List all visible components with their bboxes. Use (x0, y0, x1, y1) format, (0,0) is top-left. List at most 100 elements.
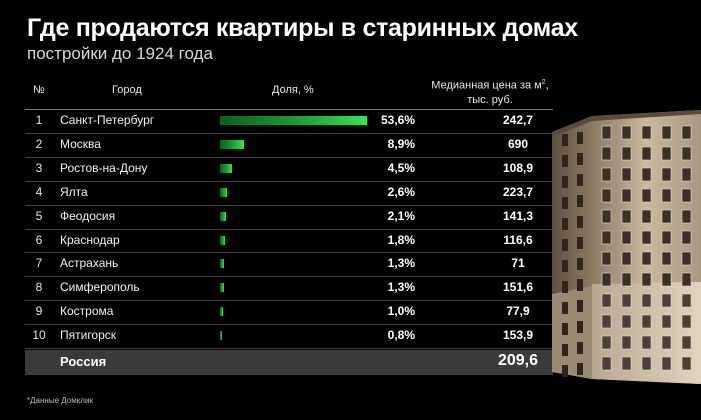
building-window (601, 167, 612, 182)
building-window (681, 314, 692, 329)
building-window (621, 209, 632, 224)
building-window (661, 188, 672, 203)
building-window (661, 314, 672, 329)
row-number: 8 (35, 280, 43, 295)
building-window (641, 230, 652, 245)
building-window (641, 188, 652, 203)
building-window (681, 146, 692, 161)
building-window (661, 251, 672, 266)
building-window (577, 363, 583, 375)
share-bar (220, 187, 228, 197)
row-number: 1 (35, 113, 43, 127)
row-share: 1,3% (387, 280, 415, 295)
building-window (601, 251, 612, 266)
row-price: 242,7 (502, 113, 534, 127)
row-city: Симферополь (60, 280, 140, 295)
building-window (681, 251, 692, 266)
row-divider (25, 276, 553, 278)
building-window (681, 209, 692, 224)
building-window (641, 272, 652, 287)
row-city: Ростов-на-Дону (60, 160, 148, 175)
building-window (562, 344, 568, 356)
row-price: 223,7 (502, 184, 534, 199)
building-window (661, 146, 672, 161)
table-row: 6 Краснодар 1,8% 116,6 (25, 229, 553, 252)
building-window (601, 125, 612, 140)
row-price: 77,9 (506, 304, 530, 319)
row-city: Санкт-Петербург (60, 113, 155, 127)
row-divider (25, 348, 553, 349)
row-divider (25, 300, 553, 302)
header-price: Медианная цена за м2, тыс. руб. (405, 76, 575, 107)
building-window (621, 167, 632, 182)
share-bar (220, 116, 367, 125)
row-divider (25, 324, 553, 326)
building-window (562, 239, 568, 251)
building-window (601, 209, 612, 224)
row-price: 108,9 (502, 160, 534, 175)
building-window (562, 155, 568, 167)
building-window (661, 335, 672, 350)
row-city: Кострома (60, 304, 114, 319)
row-number: 2 (35, 136, 43, 151)
row-share: 53,6% (380, 113, 415, 127)
building-window (661, 230, 672, 245)
building-window (661, 272, 672, 287)
header-price-suffix: , (545, 79, 549, 92)
table-row: 1 Санкт-Петербург 53,6% 242,7 (25, 109, 553, 132)
header-share: Доля, % (272, 84, 314, 96)
row-number: 10 (32, 328, 46, 343)
row-divider (25, 132, 553, 134)
building-window (681, 272, 692, 287)
share-bar (220, 307, 223, 317)
header-number: № (33, 84, 45, 96)
row-city: Астрахань (60, 256, 119, 271)
share-bar (220, 163, 233, 173)
building-window (641, 356, 652, 371)
building-window (641, 335, 652, 350)
building-window (562, 260, 568, 272)
table-row: 4 Ялта 2,6% 223,7 (25, 181, 553, 204)
building-window (621, 272, 632, 287)
table-row: 9 Кострома 1,0% 77,9 (25, 300, 553, 323)
building-window (562, 365, 568, 377)
building-window (681, 293, 692, 308)
row-city: Москва (60, 136, 101, 151)
building-window (562, 176, 568, 188)
row-number: 9 (35, 304, 43, 319)
header-city: Город (112, 84, 142, 96)
building-window (661, 209, 672, 224)
building-windows (562, 125, 692, 377)
row-price: 153,9 (502, 328, 534, 343)
row-city: Ялта (60, 184, 88, 199)
row-city: Феодосия (60, 208, 116, 223)
building-window (577, 237, 583, 249)
building-window (681, 188, 692, 203)
row-divider (25, 252, 553, 254)
building-window (562, 134, 568, 146)
building-window (621, 230, 632, 245)
total-price: 209,6 (497, 352, 539, 369)
building-window (621, 125, 632, 140)
building-window (562, 302, 568, 314)
building-window (577, 132, 583, 144)
row-divider (25, 204, 553, 206)
building-window (562, 197, 568, 209)
share-bar (220, 331, 223, 341)
table-row: 2 Москва 8,9% 690 (25, 133, 553, 156)
chart-title: Где продаются квартиры в старинных домах (27, 14, 578, 42)
row-price: 141,3 (502, 208, 534, 223)
row-city: Пятигорск (60, 328, 117, 343)
building-window (681, 167, 692, 182)
building-window (681, 125, 692, 140)
row-number: 7 (35, 256, 43, 271)
row-number: 4 (35, 184, 43, 199)
table-row: 7 Астрахань 1,3% 71 (25, 252, 553, 275)
row-share: 4,5% (387, 160, 415, 175)
header-price-line1: Медианная цена за м (431, 79, 542, 92)
share-bar (220, 139, 245, 149)
table-row: 10 Пятигорск 0,8% 153,9 (25, 324, 553, 347)
row-share: 1,0% (387, 304, 415, 319)
table-row: 5 Феодосия 2,1% 141,3 (25, 205, 553, 228)
building-window (577, 153, 583, 165)
